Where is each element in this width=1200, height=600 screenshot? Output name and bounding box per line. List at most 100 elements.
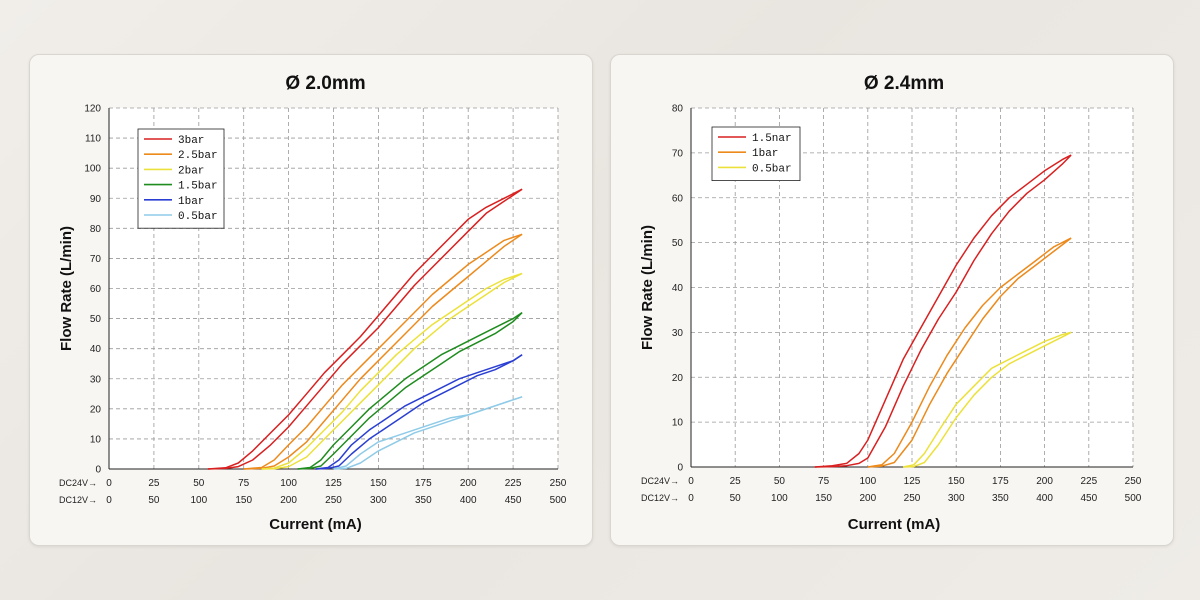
series-line-1-5bar-upper — [297, 311, 523, 470]
chart-title: Ø 2.0mm — [285, 73, 365, 94]
x-tick-label-dc24: 0 — [688, 476, 694, 487]
legend-label: 1bar — [752, 148, 778, 160]
x-axis-title: Current (mA) — [848, 516, 941, 533]
x-tick-label-dc12: 400 — [460, 495, 477, 506]
legend-label: 1.5nar — [752, 133, 792, 145]
x-axis-title: Current (mA) — [269, 516, 362, 533]
x-tick-label-dc24: 75 — [818, 476, 830, 487]
series-line-1-5bar-lower — [297, 312, 523, 470]
y-tick-label: 10 — [90, 434, 102, 445]
x-axis-label-dc24: DC24V→ — [641, 476, 679, 486]
series-line-2-5bar-lower — [243, 233, 523, 470]
x-tick-label-dc12: 450 — [505, 495, 522, 506]
y-tick-label: 40 — [90, 344, 102, 355]
chart-title: Ø 2.4mm — [864, 73, 944, 94]
series-line-1bar-lower — [315, 354, 523, 470]
x-axis-label-dc24: DC24V→ — [59, 478, 97, 488]
y-tick-label: 50 — [90, 314, 102, 325]
series-line-2bar-lower — [261, 272, 523, 470]
y-tick-label: 80 — [90, 224, 102, 235]
y-tick-label: 80 — [672, 104, 684, 115]
x-tick-label-dc24: 25 — [730, 476, 742, 487]
x-tick-label-dc12: 0 — [106, 495, 112, 506]
series-line-3bar-lower — [207, 188, 523, 470]
y-tick-label: 50 — [672, 238, 684, 249]
x-tick-label-dc24: 50 — [193, 478, 205, 489]
series-line-2bar-upper — [261, 272, 523, 470]
x-tick-label-dc12: 150 — [235, 495, 252, 506]
x-tick-label-dc24: 150 — [948, 476, 965, 487]
y-tick-label: 0 — [95, 465, 101, 476]
legend-box — [711, 126, 801, 181]
grid-lines — [109, 107, 559, 469]
y-tick-label: 20 — [90, 404, 102, 415]
series-line-2-5bar-upper — [243, 233, 523, 470]
y-tick-label: 30 — [672, 328, 684, 339]
series-lines — [207, 188, 523, 470]
series-line-3bar-upper — [207, 188, 523, 470]
x-tick-label-dc24: 50 — [774, 476, 786, 487]
y-axis-title: Flow Rate (L/min) — [58, 226, 75, 351]
legend: 1.5nar 1bar 0.5bar — [711, 126, 801, 181]
x-tick-label-dc24: 75 — [238, 478, 250, 489]
series-lines — [814, 154, 1072, 468]
x-tick-label-dc12: 50 — [730, 493, 742, 504]
x-tick-label-dc12: 300 — [948, 493, 965, 504]
chart-panel-2mm: Ø 2.0mm 0 10 20 30 40 50 60 70 80 90 100 110 120 0 25 50… — [29, 54, 593, 546]
y-tick-label: 60 — [90, 284, 102, 295]
x-tick-label-dc12: 250 — [904, 493, 921, 504]
x-tick-label-dc24: 25 — [148, 478, 160, 489]
y-tick-label: 100 — [84, 164, 101, 175]
legend-label: 2bar — [178, 165, 204, 177]
series-line-0-5bar-lower — [903, 331, 1072, 468]
x-tick-label-dc24: 0 — [106, 478, 112, 489]
y-tick-label: 70 — [672, 148, 684, 159]
legend-box — [137, 128, 225, 229]
y-tick-label: 60 — [672, 193, 684, 204]
series-line-0-5bar-upper — [903, 331, 1072, 468]
x-tick-label-dc12: 350 — [992, 493, 1009, 504]
flow-chart-2mm: Ø 2.0mm 0 10 20 30 40 50 60 70 80 90 100 110 120 0 25 50… — [58, 73, 567, 533]
legend-label: 1bar — [178, 196, 204, 208]
x-tick-label-dc12: 250 — [325, 495, 342, 506]
series-line-1-5nar-lower — [814, 154, 1072, 468]
x-tick-label-dc12: 500 — [1125, 493, 1142, 504]
y-tick-label: 110 — [85, 134, 101, 145]
x-tick-label-dc24: 225 — [505, 478, 522, 489]
y-tick-label: 70 — [90, 254, 102, 265]
x-tick-label-dc12: 150 — [815, 493, 832, 504]
series-line-1bar-upper — [867, 237, 1072, 468]
y-axis-title: Flow Rate (L/min) — [639, 225, 656, 350]
legend-label: 0.5bar — [178, 211, 218, 223]
x-tick-label-dc24: 100 — [859, 476, 876, 487]
series-line-1-5nar-upper — [814, 154, 1072, 468]
x-tick-label-dc24: 250 — [1125, 476, 1142, 487]
x-tick-label-dc24: 125 — [904, 476, 921, 487]
y-tick-label: 30 — [90, 374, 102, 385]
x-tick-label-dc12: 200 — [280, 495, 297, 506]
y-tick-label: 20 — [672, 373, 684, 384]
x-tick-label-dc24: 125 — [325, 478, 342, 489]
x-tick-label-dc12: 50 — [148, 495, 160, 506]
x-tick-label-dc24: 150 — [370, 478, 387, 489]
x-tick-label-dc12: 100 — [771, 493, 788, 504]
x-tick-label-dc12: 500 — [550, 495, 567, 506]
x-tick-label-dc12: 300 — [370, 495, 387, 506]
x-tick-label-dc24: 250 — [550, 478, 567, 489]
x-axis-label-dc12: DC12V→ — [59, 495, 97, 505]
y-tick-label: 120 — [84, 104, 101, 115]
y-tick-label: 0 — [677, 463, 683, 474]
x-tick-label-dc12: 450 — [1080, 493, 1097, 504]
series-line-1bar-upper — [315, 354, 523, 470]
series-line-0-5bar-lower — [333, 396, 523, 470]
x-tick-label-dc12: 400 — [1036, 493, 1053, 504]
legend: 3bar 2.5bar 2bar 1.5bar 1bar 0.5bar — [137, 128, 225, 229]
x-tick-label-dc24: 225 — [1080, 476, 1097, 487]
y-tick-label: 10 — [672, 418, 684, 429]
y-tick-label: 90 — [90, 194, 102, 205]
x-tick-label-dc12: 350 — [415, 495, 432, 506]
flow-chart-2-4mm: Ø 2.4mm 0 10 20 30 40 50 60 70 80 0 25 50 75 100 125 150… — [639, 73, 1142, 533]
chart-panel-2-4mm: Ø 2.4mm 0 10 20 30 40 50 60 70 80 0 25 50 75 100 125 150… — [610, 54, 1174, 546]
x-tick-label-dc24: 200 — [1036, 476, 1053, 487]
x-tick-label-dc24: 175 — [992, 476, 1009, 487]
